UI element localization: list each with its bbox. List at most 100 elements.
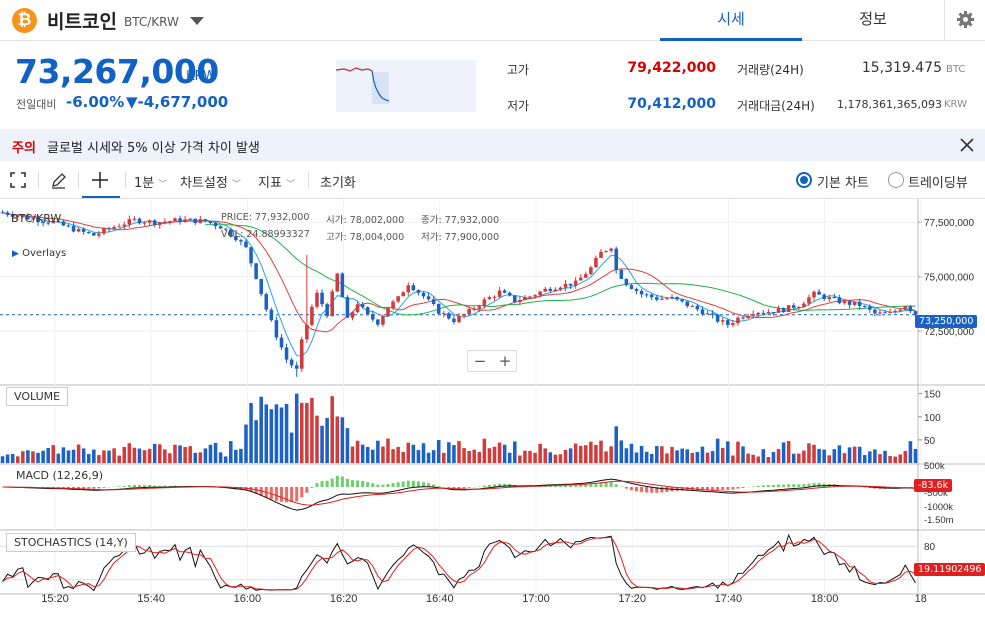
- info-open: 78,002,000: [349, 215, 405, 226]
- toolbar-divider: [308, 172, 309, 188]
- fullscreen-icon[interactable]: [10, 172, 26, 188]
- candle: [731, 323, 735, 326]
- candle: [294, 365, 299, 369]
- crosshair-button[interactable]: [82, 161, 120, 198]
- candle: [472, 308, 476, 310]
- time-tick-label: 18:00: [811, 593, 839, 605]
- volume-bar: [710, 451, 715, 463]
- volume-bar: [467, 450, 471, 463]
- volume-bar: [599, 440, 603, 463]
- volume-bar: [857, 446, 862, 463]
- volume-bar: [127, 443, 132, 463]
- candle: [269, 309, 274, 321]
- volume-bar: [690, 452, 695, 463]
- view-tradingview-label[interactable]: 트레이딩뷰: [908, 176, 968, 191]
- volume-bar: [462, 448, 466, 463]
- tab-quote[interactable]: 시세: [660, 0, 802, 41]
- volume-bar: [426, 452, 431, 463]
- coin-name[interactable]: 비트코인: [47, 11, 117, 33]
- info-high: 78,004,000: [349, 232, 405, 243]
- volume-bar: [502, 444, 507, 463]
- ohlc-price: PRICE: 77,932,000: [221, 212, 309, 223]
- volume-bar: [325, 418, 329, 463]
- candle: [431, 299, 436, 304]
- candle: [436, 303, 441, 314]
- volume-bar: [122, 446, 127, 463]
- chevron-down-icon[interactable]: [190, 17, 204, 25]
- volume-bar: [639, 445, 644, 463]
- candle: [112, 226, 116, 229]
- candle: [132, 218, 137, 220]
- chart-settings-label: 차트설정: [180, 176, 228, 191]
- volume-bar: [386, 438, 390, 463]
- volume-bar: [61, 447, 66, 463]
- pencil-icon[interactable]: [50, 172, 67, 189]
- volume-bar: [152, 443, 157, 463]
- zoom-out-button[interactable]: −: [473, 352, 487, 370]
- volume-bar: [188, 446, 192, 463]
- volume-bar: [46, 448, 50, 463]
- chevron-down-icon: ﹀: [231, 180, 241, 190]
- volume-bar: [421, 443, 426, 463]
- volume-bar: [771, 452, 776, 463]
- volume-bar: [812, 444, 816, 463]
- macd-tick-label: 500k: [924, 461, 945, 472]
- volume-bar: [604, 451, 608, 463]
- view-basic-radio[interactable]: [796, 172, 812, 188]
- candle: [812, 291, 816, 298]
- candle: [766, 312, 771, 314]
- volume-bar: [117, 455, 121, 463]
- candle: [127, 219, 132, 225]
- indicators-menu[interactable]: 지표 ﹀: [258, 172, 295, 191]
- tab-info[interactable]: 정보: [859, 10, 887, 28]
- volume-bar: [284, 404, 289, 463]
- candle: [61, 221, 66, 226]
- price-unit: KRW: [186, 69, 216, 84]
- price-chart[interactable]: 77,500,000 75,000,000 72,500,000 15:20 15:40…: [0, 199, 985, 617]
- volume-bar: [416, 450, 421, 463]
- candle: [310, 306, 314, 325]
- candle: [507, 292, 512, 296]
- volume-bar: [807, 443, 811, 463]
- chart-settings-menu[interactable]: 차트설정 ﹀: [180, 172, 241, 191]
- toolbar-divider: [38, 172, 39, 188]
- candle: [655, 297, 659, 300]
- candle: [416, 290, 421, 293]
- zoom-in-button[interactable]: +: [498, 352, 512, 370]
- candle: [776, 308, 781, 313]
- candle: [746, 315, 750, 319]
- settings-button[interactable]: [944, 0, 985, 41]
- candle: [36, 218, 40, 223]
- view-basic-label[interactable]: 기본 차트: [817, 176, 869, 191]
- candle: [117, 226, 121, 228]
- volume-bar: [381, 446, 385, 463]
- volume-bar: [360, 444, 365, 463]
- volume-bar: [726, 441, 730, 463]
- overlays-toggle[interactable]: ▶ Overlays: [12, 248, 66, 259]
- candle: [482, 299, 487, 307]
- candle: [893, 310, 897, 313]
- volume-bar: [685, 449, 690, 463]
- volume-bar: [563, 449, 568, 463]
- volume-bar: [259, 396, 263, 463]
- change-rate: -6.00%: [66, 93, 125, 111]
- volume-tick-label: 100: [924, 413, 941, 424]
- candle: [183, 219, 187, 222]
- candle: [5, 212, 10, 215]
- candle: [320, 292, 324, 305]
- volume-bar: [862, 455, 867, 463]
- volume-bar: [680, 448, 684, 463]
- candle: [675, 296, 679, 300]
- view-tradingview-radio[interactable]: [888, 172, 904, 188]
- reset-button[interactable]: 초기화: [320, 176, 356, 191]
- volume-bar: [102, 450, 106, 463]
- volume-bar: [619, 440, 624, 463]
- volume-bar: [837, 445, 842, 463]
- volume-bar: [766, 457, 771, 463]
- macd-tick-label: -1000k: [924, 502, 953, 513]
- gear-icon: [957, 11, 974, 28]
- close-icon[interactable]: [957, 135, 977, 155]
- candle: [563, 283, 568, 288]
- volume-bar: [781, 442, 786, 463]
- interval-select[interactable]: 1분 ﹀: [134, 172, 167, 191]
